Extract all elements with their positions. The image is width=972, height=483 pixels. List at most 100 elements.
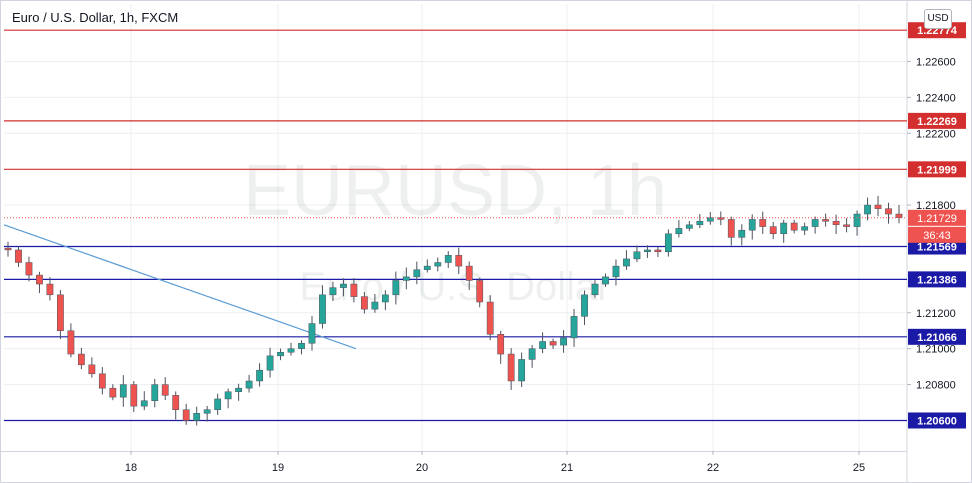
candle[interactable]	[77, 353, 85, 366]
candle[interactable]	[832, 220, 840, 226]
candle[interactable]	[885, 208, 892, 215]
candle[interactable]	[161, 384, 169, 396]
candle[interactable]	[864, 204, 871, 215]
x-tick-label: 25	[853, 462, 865, 474]
candle[interactable]	[675, 228, 683, 235]
candle[interactable]	[256, 369, 263, 382]
candle[interactable]	[664, 233, 672, 252]
candle[interactable]	[25, 262, 33, 276]
candle[interactable]	[738, 229, 746, 238]
currency-selector[interactable]: USD	[924, 9, 952, 29]
candle[interactable]	[245, 380, 253, 389]
candle[interactable]	[811, 219, 819, 227]
candle[interactable]	[591, 283, 599, 296]
candle[interactable]	[612, 265, 620, 278]
candle[interactable]	[423, 265, 431, 270]
candle[interactable]	[444, 255, 452, 263]
candle[interactable]	[623, 258, 630, 267]
candle[interactable]	[392, 280, 400, 296]
candle[interactable]	[497, 334, 505, 355]
candle[interactable]	[140, 400, 148, 407]
candle[interactable]	[172, 395, 180, 410]
candle[interactable]	[570, 316, 578, 339]
resistance-level-price-tag	[908, 112, 966, 129]
candle[interactable]	[748, 219, 756, 231]
candle[interactable]	[654, 249, 662, 252]
candle[interactable]	[4, 247, 12, 251]
candle[interactable]	[350, 283, 358, 297]
candle[interactable]	[266, 355, 274, 371]
candle[interactable]	[434, 262, 442, 267]
candle[interactable]	[151, 384, 159, 401]
candle[interactable]	[67, 330, 75, 355]
candle[interactable]	[644, 249, 651, 252]
candle[interactable]	[130, 384, 138, 407]
candle[interactable]	[15, 249, 22, 263]
candle[interactable]	[507, 353, 515, 382]
candle[interactable]	[319, 294, 326, 324]
candle[interactable]	[759, 219, 767, 227]
support-level-price-tag	[908, 328, 966, 345]
candle[interactable]	[224, 391, 232, 400]
candle[interactable]	[235, 387, 243, 393]
candle[interactable]	[308, 323, 316, 344]
candle[interactable]	[539, 341, 546, 349]
x-tick-label: 18	[125, 462, 137, 474]
candle[interactable]	[874, 204, 882, 209]
y-tick-label: 1.22200	[916, 128, 956, 140]
resistance-level-price-label: 1.21999	[917, 164, 957, 176]
candle[interactable]	[214, 398, 222, 410]
candle[interactable]	[528, 348, 536, 360]
candle[interactable]	[381, 294, 389, 303]
candle[interactable]	[109, 387, 117, 398]
candle[interactable]	[696, 220, 704, 226]
candle[interactable]	[633, 251, 641, 260]
candle[interactable]	[287, 348, 295, 353]
trendline[interactable]	[3, 224, 357, 350]
candle[interactable]	[36, 274, 43, 285]
candle[interactable]	[822, 219, 830, 222]
candle[interactable]	[853, 213, 861, 227]
candle[interactable]	[413, 269, 421, 278]
candle[interactable]	[465, 265, 473, 281]
candle[interactable]	[402, 276, 410, 281]
candle[interactable]	[88, 364, 96, 375]
support-level-price-tag	[908, 271, 966, 288]
candle[interactable]	[119, 384, 127, 398]
candle[interactable]	[455, 255, 463, 267]
candle[interactable]	[518, 359, 526, 382]
candle[interactable]	[549, 341, 557, 346]
candle[interactable]	[340, 283, 347, 288]
candle[interactable]	[727, 219, 735, 238]
candle[interactable]	[182, 409, 190, 421]
candle[interactable]	[98, 373, 106, 389]
candle[interactable]	[486, 301, 494, 335]
candle[interactable]	[57, 294, 64, 331]
candle[interactable]	[203, 409, 211, 414]
candle[interactable]	[790, 222, 798, 231]
candle[interactable]	[193, 413, 201, 421]
candle[interactable]	[371, 301, 379, 310]
candle[interactable]	[329, 287, 337, 296]
candle[interactable]	[717, 217, 725, 220]
candle[interactable]	[801, 226, 809, 231]
candle[interactable]	[46, 283, 54, 296]
candle[interactable]	[780, 222, 788, 235]
candle[interactable]	[706, 217, 714, 222]
y-tick-label: 1.21800	[916, 200, 956, 212]
candle[interactable]	[361, 296, 368, 310]
candle[interactable]	[581, 294, 588, 317]
candle[interactable]	[769, 226, 777, 235]
candle[interactable]	[685, 224, 693, 229]
resistance-level-price-tag	[908, 161, 966, 178]
support-level-price-label: 1.21569	[917, 242, 957, 254]
candle[interactable]	[843, 224, 850, 227]
candle[interactable]	[560, 337, 567, 346]
candle[interactable]	[298, 343, 305, 349]
candle[interactable]	[476, 280, 484, 303]
candle[interactable]	[895, 213, 903, 218]
candle[interactable]	[602, 276, 609, 285]
candle[interactable]	[277, 352, 284, 357]
